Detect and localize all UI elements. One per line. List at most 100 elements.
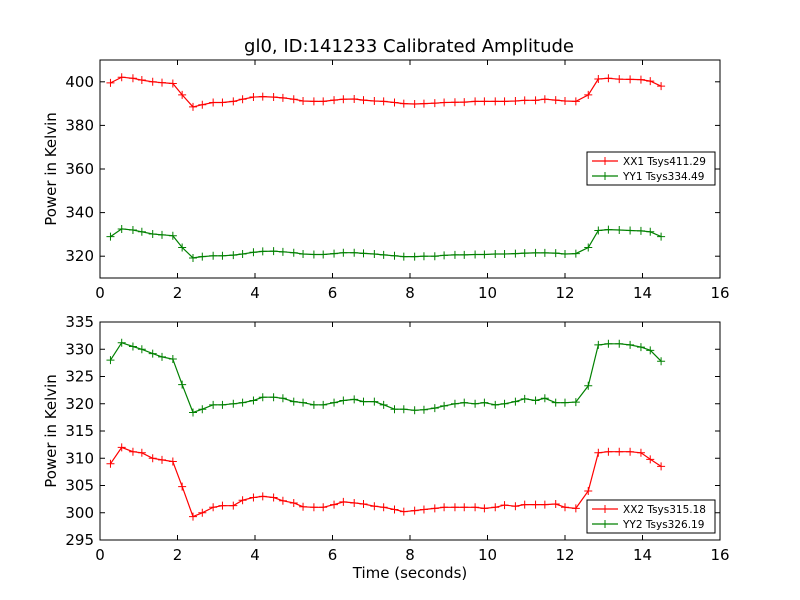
data-point bbox=[148, 349, 157, 358]
data-point bbox=[359, 397, 368, 406]
data-point bbox=[491, 250, 500, 259]
x-tick-label: 0 bbox=[95, 284, 105, 302]
data-point bbox=[399, 252, 408, 261]
data-point bbox=[148, 454, 157, 463]
data-point bbox=[117, 338, 126, 347]
data-point bbox=[450, 399, 459, 408]
data-point bbox=[158, 78, 166, 87]
legend-box bbox=[586, 499, 716, 534]
y-tick-label: 320 bbox=[65, 395, 94, 413]
data-point bbox=[399, 405, 408, 414]
data-point bbox=[178, 482, 187, 491]
data-point bbox=[309, 503, 318, 512]
data-point bbox=[350, 498, 359, 507]
data-point bbox=[319, 97, 328, 106]
data-point bbox=[209, 251, 218, 260]
data-point bbox=[657, 82, 666, 91]
data-point bbox=[106, 356, 115, 365]
x-tick-label: 4 bbox=[250, 546, 260, 564]
y-tick-label: 340 bbox=[65, 204, 94, 222]
data-point bbox=[269, 393, 278, 402]
x-tick-label: 12 bbox=[555, 546, 574, 564]
data-point bbox=[189, 512, 197, 521]
data-point bbox=[379, 250, 388, 259]
data-point bbox=[440, 251, 449, 260]
data-point bbox=[350, 95, 359, 104]
data-point bbox=[657, 462, 666, 471]
data-point bbox=[646, 227, 655, 236]
data-point bbox=[480, 504, 489, 513]
y-tick-label: 305 bbox=[65, 477, 94, 495]
data-point bbox=[531, 248, 540, 257]
data-point bbox=[198, 508, 207, 517]
data-point bbox=[511, 96, 520, 105]
data-point bbox=[594, 448, 603, 457]
data-point bbox=[158, 352, 166, 361]
legend-label: XX2 Tsys315.18 bbox=[623, 504, 706, 516]
data-point bbox=[450, 250, 459, 259]
data-point bbox=[540, 500, 549, 509]
data-point bbox=[636, 448, 645, 457]
data-point bbox=[309, 250, 318, 259]
y-tick-label: 400 bbox=[65, 73, 94, 91]
data-point bbox=[258, 393, 267, 402]
data-point bbox=[218, 98, 227, 107]
data-point bbox=[359, 500, 368, 509]
data-point bbox=[471, 503, 480, 512]
data-point bbox=[440, 401, 449, 410]
data-point bbox=[419, 405, 428, 414]
data-point bbox=[419, 505, 428, 514]
x-tick-label: 14 bbox=[633, 284, 652, 302]
data-point bbox=[117, 224, 126, 233]
data-point bbox=[218, 400, 227, 409]
x-tick-label: 2 bbox=[173, 546, 183, 564]
data-point bbox=[500, 399, 509, 408]
data-point bbox=[238, 250, 247, 259]
data-point bbox=[178, 90, 187, 99]
data-point bbox=[249, 93, 258, 102]
data-point bbox=[520, 500, 529, 509]
data-point bbox=[189, 102, 197, 111]
data-point bbox=[480, 398, 489, 407]
data-point bbox=[137, 227, 146, 236]
data-point bbox=[561, 96, 569, 105]
y-tick-label: 315 bbox=[65, 422, 94, 440]
data-point bbox=[615, 447, 624, 456]
data-point bbox=[229, 501, 238, 510]
data-point bbox=[128, 74, 137, 83]
y-tick-label: 310 bbox=[65, 449, 94, 467]
data-point bbox=[269, 493, 278, 502]
x-tick-label: 4 bbox=[250, 284, 260, 302]
data-point bbox=[551, 249, 560, 258]
data-point bbox=[229, 251, 238, 260]
data-point bbox=[540, 394, 549, 403]
data-point bbox=[299, 96, 308, 105]
y-tick-label: 295 bbox=[65, 531, 94, 549]
data-point bbox=[319, 503, 328, 512]
data-point bbox=[359, 249, 368, 258]
data-point bbox=[430, 504, 439, 513]
data-point bbox=[604, 225, 613, 234]
data-point bbox=[258, 247, 267, 256]
data-point bbox=[117, 443, 126, 452]
data-point bbox=[148, 229, 157, 238]
data-point bbox=[390, 505, 399, 514]
data-point bbox=[390, 251, 399, 260]
data-point bbox=[571, 97, 580, 106]
data-point bbox=[128, 447, 137, 456]
data-point bbox=[168, 79, 177, 88]
figure-title: gl0, ID:141233 Calibrated Amplitude bbox=[244, 36, 574, 57]
data-point bbox=[626, 447, 635, 456]
data-point bbox=[399, 507, 408, 516]
data-point bbox=[636, 343, 645, 352]
data-point bbox=[430, 252, 439, 261]
data-point bbox=[168, 457, 177, 466]
data-point bbox=[258, 92, 267, 101]
data-point bbox=[106, 459, 115, 468]
data-point bbox=[289, 498, 298, 507]
data-point bbox=[604, 339, 613, 348]
x-tick-label: 8 bbox=[405, 284, 415, 302]
data-point bbox=[646, 346, 655, 355]
data-point bbox=[480, 97, 489, 106]
data-point bbox=[626, 226, 635, 235]
